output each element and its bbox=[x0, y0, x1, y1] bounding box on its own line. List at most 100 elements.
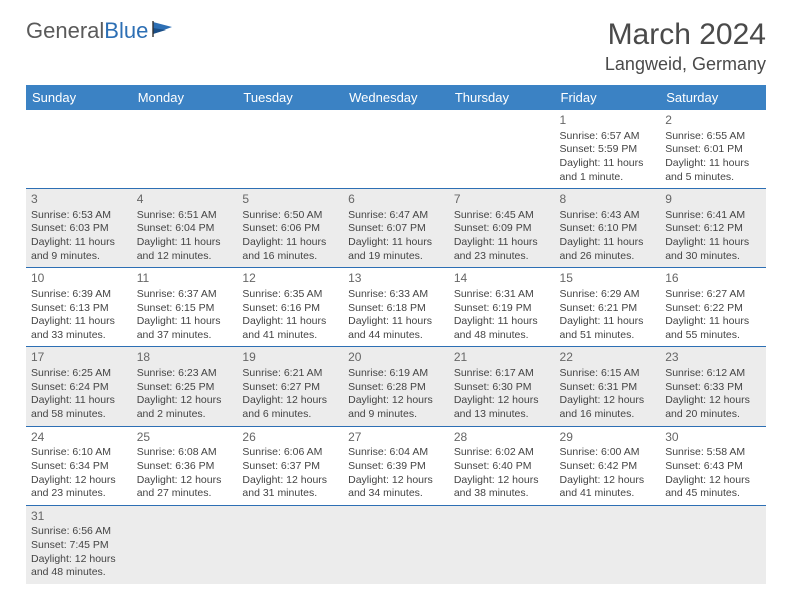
day-number: 16 bbox=[665, 271, 761, 287]
day-cell: 20Sunrise: 6:19 AMSunset: 6:28 PMDayligh… bbox=[343, 347, 449, 426]
day-cell: 15Sunrise: 6:29 AMSunset: 6:21 PMDayligh… bbox=[555, 268, 661, 347]
logo-text-1: General bbox=[26, 18, 104, 44]
sunrise-text: Sunrise: 6:25 AM bbox=[31, 367, 127, 381]
day-number: 29 bbox=[560, 430, 656, 446]
day-cell: 17Sunrise: 6:25 AMSunset: 6:24 PMDayligh… bbox=[26, 347, 132, 426]
col-sunday: Sunday bbox=[26, 85, 132, 110]
sunset-text: Sunset: 6:24 PM bbox=[31, 381, 127, 395]
day-cell: 22Sunrise: 6:15 AMSunset: 6:31 PMDayligh… bbox=[555, 347, 661, 426]
day-cell: 25Sunrise: 6:08 AMSunset: 6:36 PMDayligh… bbox=[132, 426, 238, 505]
logo-text-2: Blue bbox=[104, 18, 148, 44]
title-block: March 2024 Langweid, Germany bbox=[605, 18, 766, 75]
daylight-text: Daylight: 11 hours and 41 minutes. bbox=[242, 315, 338, 342]
daylight-text: Daylight: 11 hours and 12 minutes. bbox=[137, 236, 233, 263]
day-cell bbox=[449, 505, 555, 584]
sunset-text: Sunset: 6:16 PM bbox=[242, 302, 338, 316]
sunrise-text: Sunrise: 6:06 AM bbox=[242, 446, 338, 460]
sunset-text: Sunset: 5:59 PM bbox=[560, 143, 656, 157]
day-number: 3 bbox=[31, 192, 127, 208]
day-cell: 3Sunrise: 6:53 AMSunset: 6:03 PMDaylight… bbox=[26, 189, 132, 268]
sunrise-text: Sunrise: 6:39 AM bbox=[31, 288, 127, 302]
day-cell: 28Sunrise: 6:02 AMSunset: 6:40 PMDayligh… bbox=[449, 426, 555, 505]
day-number: 23 bbox=[665, 350, 761, 366]
day-cell: 5Sunrise: 6:50 AMSunset: 6:06 PMDaylight… bbox=[237, 189, 343, 268]
sunset-text: Sunset: 6:42 PM bbox=[560, 460, 656, 474]
sunrise-text: Sunrise: 6:45 AM bbox=[454, 209, 550, 223]
day-number: 27 bbox=[348, 430, 444, 446]
sunrise-text: Sunrise: 6:57 AM bbox=[560, 130, 656, 144]
sunset-text: Sunset: 6:09 PM bbox=[454, 222, 550, 236]
day-number: 19 bbox=[242, 350, 338, 366]
day-number: 4 bbox=[137, 192, 233, 208]
daylight-text: Daylight: 12 hours and 34 minutes. bbox=[348, 474, 444, 501]
sunset-text: Sunset: 6:28 PM bbox=[348, 381, 444, 395]
daylight-text: Daylight: 11 hours and 1 minute. bbox=[560, 157, 656, 184]
sunset-text: Sunset: 6:07 PM bbox=[348, 222, 444, 236]
day-cell: 26Sunrise: 6:06 AMSunset: 6:37 PMDayligh… bbox=[237, 426, 343, 505]
sunrise-text: Sunrise: 6:50 AM bbox=[242, 209, 338, 223]
col-saturday: Saturday bbox=[660, 85, 766, 110]
day-number: 7 bbox=[454, 192, 550, 208]
sunset-text: Sunset: 6:25 PM bbox=[137, 381, 233, 395]
sunset-text: Sunset: 6:18 PM bbox=[348, 302, 444, 316]
daylight-text: Daylight: 12 hours and 41 minutes. bbox=[560, 474, 656, 501]
day-number: 31 bbox=[31, 509, 127, 525]
sunset-text: Sunset: 6:03 PM bbox=[31, 222, 127, 236]
sunset-text: Sunset: 6:33 PM bbox=[665, 381, 761, 395]
sunset-text: Sunset: 6:04 PM bbox=[137, 222, 233, 236]
day-cell: 14Sunrise: 6:31 AMSunset: 6:19 PMDayligh… bbox=[449, 268, 555, 347]
day-cell: 23Sunrise: 6:12 AMSunset: 6:33 PMDayligh… bbox=[660, 347, 766, 426]
day-cell bbox=[343, 110, 449, 189]
day-number: 10 bbox=[31, 271, 127, 287]
day-number: 2 bbox=[665, 113, 761, 129]
week-row: 10Sunrise: 6:39 AMSunset: 6:13 PM Dayligh… bbox=[26, 268, 766, 347]
sunset-text: Sunset: 6:10 PM bbox=[560, 222, 656, 236]
sunrise-text: Sunrise: 6:43 AM bbox=[560, 209, 656, 223]
sunset-text: Sunset: 6:39 PM bbox=[348, 460, 444, 474]
day-number: 17 bbox=[31, 350, 127, 366]
day-number: 24 bbox=[31, 430, 127, 446]
week-row: 1Sunrise: 6:57 AMSunset: 5:59 PMDaylight… bbox=[26, 110, 766, 189]
daylight-text: Daylight: 11 hours and 5 minutes. bbox=[665, 157, 761, 184]
sunrise-text: Sunrise: 6:02 AM bbox=[454, 446, 550, 460]
sunrise-text: Sunrise: 6:21 AM bbox=[242, 367, 338, 381]
day-number: 13 bbox=[348, 271, 444, 287]
day-cell: 4Sunrise: 6:51 AMSunset: 6:04 PMDaylight… bbox=[132, 189, 238, 268]
day-cell: 1Sunrise: 6:57 AMSunset: 5:59 PMDaylight… bbox=[555, 110, 661, 189]
sunset-text: Sunset: 6:13 PM bbox=[31, 302, 127, 316]
sunrise-text: Sunrise: 6:47 AM bbox=[348, 209, 444, 223]
sunrise-text: Sunrise: 6:33 AM bbox=[348, 288, 444, 302]
daylight-text: Daylight: 12 hours and 6 minutes. bbox=[242, 394, 338, 421]
sunrise-text: Sunrise: 6:10 AM bbox=[31, 446, 127, 460]
col-wednesday: Wednesday bbox=[343, 85, 449, 110]
calendar-table: Sunday Monday Tuesday Wednesday Thursday… bbox=[26, 85, 766, 584]
sunset-text: Sunset: 7:45 PM bbox=[31, 539, 127, 553]
day-number: 28 bbox=[454, 430, 550, 446]
daylight-text: Daylight: 12 hours and 48 minutes. bbox=[31, 553, 127, 580]
day-number: 15 bbox=[560, 271, 656, 287]
sunrise-text: Sunrise: 6:19 AM bbox=[348, 367, 444, 381]
daylight-text: Daylight: 11 hours and 55 minutes. bbox=[665, 315, 761, 342]
sunset-text: Sunset: 6:43 PM bbox=[665, 460, 761, 474]
daylight-text: Daylight: 11 hours and 30 minutes. bbox=[665, 236, 761, 263]
daylight-text: Daylight: 12 hours and 9 minutes. bbox=[348, 394, 444, 421]
week-row: 17Sunrise: 6:25 AMSunset: 6:24 PM Dayligh… bbox=[26, 347, 766, 426]
day-number: 21 bbox=[454, 350, 550, 366]
sunset-text: Sunset: 6:37 PM bbox=[242, 460, 338, 474]
sunrise-text: Sunrise: 6:17 AM bbox=[454, 367, 550, 381]
day-number: 12 bbox=[242, 271, 338, 287]
sunset-text: Sunset: 6:12 PM bbox=[665, 222, 761, 236]
sunrise-text: Sunrise: 6:41 AM bbox=[665, 209, 761, 223]
day-cell: 30Sunrise: 5:58 AMSunset: 6:43 PMDayligh… bbox=[660, 426, 766, 505]
day-number: 11 bbox=[137, 271, 233, 287]
month-title: March 2024 bbox=[605, 18, 766, 52]
day-cell bbox=[449, 110, 555, 189]
daylight-text: Daylight: 12 hours and 38 minutes. bbox=[454, 474, 550, 501]
daylight-text: Daylight: 11 hours and 37 minutes. bbox=[137, 315, 233, 342]
col-thursday: Thursday bbox=[449, 85, 555, 110]
sunset-text: Sunset: 6:27 PM bbox=[242, 381, 338, 395]
sunrise-text: Sunrise: 6:53 AM bbox=[31, 209, 127, 223]
daylight-text: Daylight: 12 hours and 13 minutes. bbox=[454, 394, 550, 421]
daylight-text: Daylight: 11 hours and 44 minutes. bbox=[348, 315, 444, 342]
sunrise-text: Sunrise: 6:29 AM bbox=[560, 288, 656, 302]
